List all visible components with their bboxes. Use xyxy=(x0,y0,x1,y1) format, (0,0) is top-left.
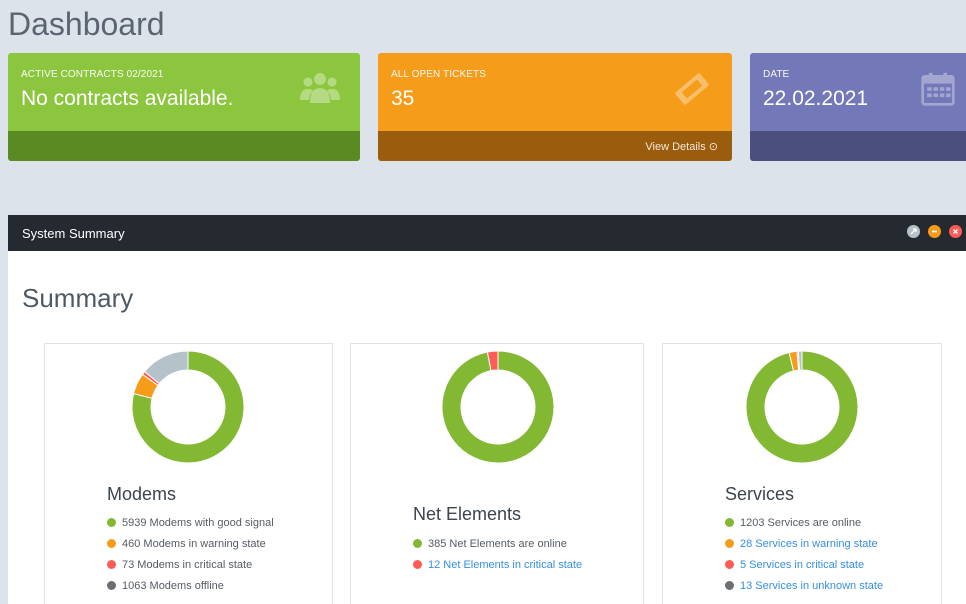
legend-item: 1203 Services are online xyxy=(725,512,883,533)
donut-slice-critical xyxy=(486,350,499,372)
legend-item[interactable]: 13 Services in unknown state xyxy=(725,575,883,596)
donut-slice-offline xyxy=(143,350,189,385)
donut-slice-good xyxy=(441,350,555,464)
summary-title: Summary xyxy=(22,283,134,313)
expand-icon xyxy=(910,228,917,235)
open-tickets-card: ALL OPEN TICKETS 35 View Details ⊙ xyxy=(378,53,732,161)
card-value: 35 xyxy=(391,87,415,110)
status-dot-icon xyxy=(725,581,734,590)
calendar-icon xyxy=(921,72,955,106)
date-card: DATE 22.02.2021 xyxy=(750,53,966,161)
system-summary-panel: System Summary Summary Modems 5939 Modem… xyxy=(8,215,966,604)
status-dot-icon xyxy=(413,560,422,569)
legend-text: 1203 Services are online xyxy=(740,516,862,529)
card-label: DATE xyxy=(763,69,790,80)
card-footer xyxy=(750,131,966,161)
modems-box: Modems 5939 Modems with good signal 460 M… xyxy=(44,343,333,604)
services-donut-chart xyxy=(745,350,859,464)
legend-item: 1063 Modems offline xyxy=(107,575,274,596)
collapse-button[interactable] xyxy=(928,225,941,238)
legend-item: 385 Net Elements are online xyxy=(413,533,582,554)
status-dot-icon xyxy=(413,539,422,548)
legend-text[interactable]: 28 Services in warning state xyxy=(740,537,878,550)
close-icon xyxy=(953,229,958,234)
legend-item: 5939 Modems with good signal xyxy=(107,512,274,533)
panel-header: System Summary xyxy=(8,215,966,251)
status-dot-icon xyxy=(107,539,116,548)
status-dot-icon xyxy=(107,581,116,590)
donut-slice-good xyxy=(745,350,859,464)
status-dot-icon xyxy=(107,518,116,527)
box-title: Modems xyxy=(107,484,177,504)
legend-item[interactable]: 12 Net Elements in critical state xyxy=(413,554,582,575)
card-footer xyxy=(8,131,360,161)
services-legend: 1203 Services are online 28 Services in w… xyxy=(725,512,883,596)
services-box: Services 1203 Services are online 28 Serv… xyxy=(662,343,942,604)
legend-text: 5939 Modems with good signal xyxy=(122,516,274,529)
status-dot-icon xyxy=(107,560,116,569)
legend-item[interactable]: 28 Services in warning state xyxy=(725,533,883,554)
legend-text: 385 Net Elements are online xyxy=(428,537,567,550)
modems-donut-chart xyxy=(131,350,245,464)
net-elements-box: Net Elements 385 Net Elements are online… xyxy=(350,343,644,604)
modems-legend: 5939 Modems with good signal 460 Modems i… xyxy=(107,512,274,596)
donut-slice-good xyxy=(131,350,245,464)
expand-button[interactable] xyxy=(907,225,920,238)
status-dot-icon xyxy=(725,560,734,569)
box-title: Services xyxy=(725,484,795,504)
card-footer: View Details ⊙ xyxy=(378,131,732,161)
legend-item[interactable]: 5 Services in critical state xyxy=(725,554,883,575)
legend-item: 460 Modems in warning state xyxy=(107,533,274,554)
card-value: No contracts available. xyxy=(21,87,234,110)
close-button[interactable] xyxy=(949,225,962,238)
legend-text: 1063 Modems offline xyxy=(122,579,224,592)
legend-text[interactable]: 13 Services in unknown state xyxy=(740,579,884,592)
view-details-link[interactable]: View Details ⊙ xyxy=(645,141,718,153)
card-label: ALL OPEN TICKETS xyxy=(391,69,486,80)
net-elements-donut-chart xyxy=(441,350,555,464)
legend-text[interactable]: 5 Services in critical state xyxy=(740,558,865,571)
panel-title: System Summary xyxy=(22,226,125,241)
legend-text: 460 Modems in warning state xyxy=(122,537,266,550)
net-elements-legend: 385 Net Elements are online 12 Net Elemen… xyxy=(413,533,582,575)
card-label: ACTIVE CONTRACTS 02/2021 xyxy=(21,69,164,80)
status-dot-icon xyxy=(725,518,734,527)
active-contracts-card: ACTIVE CONTRACTS 02/2021 No contracts av… xyxy=(8,53,360,161)
legend-text[interactable]: 12 Net Elements in critical state xyxy=(428,558,583,571)
page-title: Dashboard xyxy=(8,6,165,42)
card-value: 22.02.2021 xyxy=(763,87,869,110)
box-title: Net Elements xyxy=(413,504,522,524)
legend-text: 73 Modems in critical state xyxy=(122,558,253,571)
ticket-icon xyxy=(675,73,709,105)
donut-slice-offline xyxy=(797,350,803,371)
status-dot-icon xyxy=(725,539,734,548)
minus-icon xyxy=(932,230,937,233)
legend-item: 73 Modems in critical state xyxy=(107,554,274,575)
users-icon xyxy=(300,73,340,103)
